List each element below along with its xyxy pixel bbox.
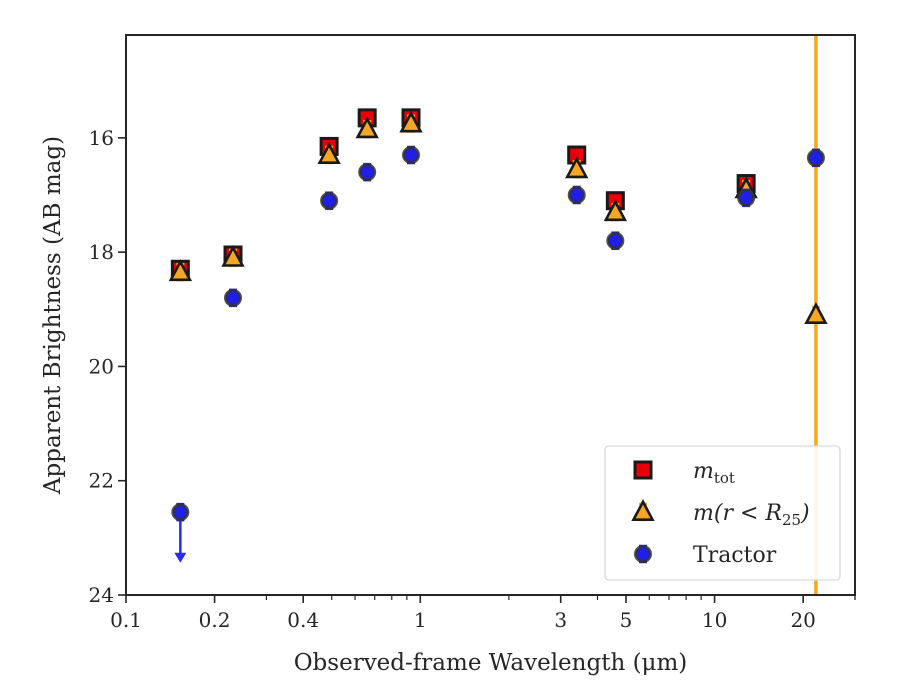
x-tick-label: 5 [620, 608, 633, 632]
y-tick-label: 22 [89, 469, 114, 493]
x-tick-label: 10 [702, 608, 727, 632]
legend-item-0: mtot [633, 459, 735, 487]
legend-label: mtot [693, 459, 735, 487]
y-tick-label: 18 [89, 240, 114, 264]
x-tick-label: 0.2 [199, 608, 231, 632]
y-tick-label: 16 [89, 126, 114, 150]
series-1 [168, 110, 828, 325]
x-tick-label: 1 [414, 608, 427, 632]
x-tick-label: 20 [790, 608, 815, 632]
points-layer [168, 108, 828, 563]
legend: mtot m(r < R25) Tractor [604, 445, 841, 581]
y-axis-label: Apparent Brightness (AB mag) [40, 136, 66, 495]
upper-limit-arrow-head [174, 552, 187, 563]
legend-box [604, 445, 841, 581]
x-tick-label: 3 [554, 608, 567, 632]
legend-item-1: m(r < R25) [631, 499, 810, 529]
ticks-layer: 0.1 0.2 0.4 1 3 5 10 20 16 18 20 22 24 [89, 126, 856, 632]
x-axis-label: Observed-frame Wavelength (μm) [294, 650, 688, 676]
y-tick-label: 24 [89, 583, 114, 607]
y-tick-label: 20 [89, 354, 114, 378]
x-tick-label: 0.1 [110, 608, 142, 632]
legend-label: m(r < R25) [693, 501, 810, 529]
plot-frame [125, 34, 856, 596]
legend-label: Tractor [693, 543, 777, 568]
series-2 [171, 145, 825, 563]
x-tick-label: 0.4 [287, 608, 319, 632]
legend-item-2: Tractor [634, 543, 777, 568]
